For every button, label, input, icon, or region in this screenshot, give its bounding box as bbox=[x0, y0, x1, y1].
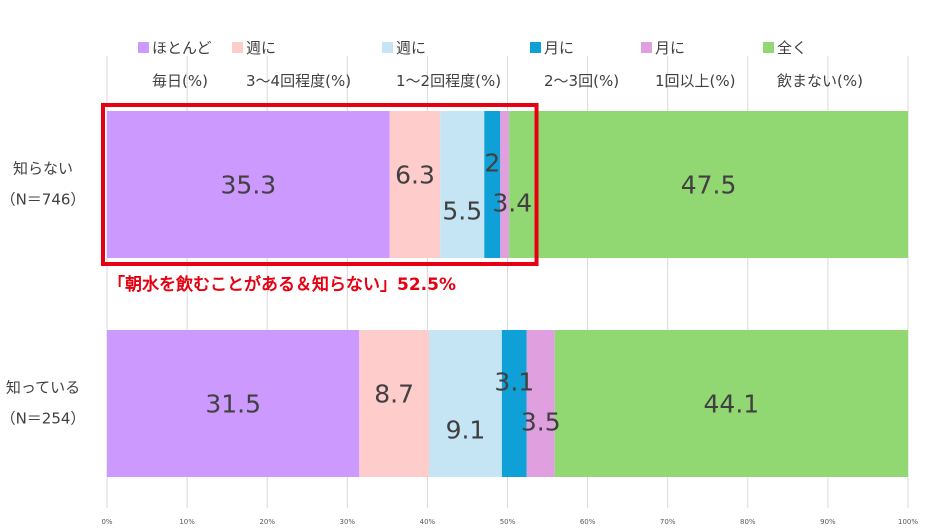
legend-label: 月に bbox=[655, 39, 685, 57]
legend-label: 1回以上(%) bbox=[655, 72, 736, 90]
data-label: 44.1 bbox=[704, 390, 760, 419]
x-tick-label: 20% bbox=[259, 518, 275, 526]
bar-segment bbox=[509, 111, 908, 258]
bar-segment bbox=[429, 330, 502, 477]
row-labels: 知らない （N＝746） 知っている （N＝254） bbox=[1, 160, 86, 428]
data-label: 5.5 bbox=[442, 197, 482, 226]
legend-label: ほとんど bbox=[152, 39, 212, 57]
legend-item: 月に 1回以上(%) bbox=[641, 39, 736, 90]
data-label: 31.5 bbox=[205, 390, 261, 419]
highlight-box bbox=[101, 103, 539, 266]
data-label: 9.1 bbox=[446, 416, 486, 445]
legend-swatch bbox=[138, 42, 149, 53]
bar-segment bbox=[500, 111, 510, 258]
row-label-n: （N＝254） bbox=[1, 410, 86, 428]
legend-label: 月に bbox=[544, 39, 574, 57]
data-label: 3.1 bbox=[494, 368, 534, 397]
data-label: 47.5 bbox=[681, 171, 737, 200]
legend-swatch bbox=[382, 42, 393, 53]
bar-segment bbox=[359, 330, 430, 477]
bar-segment bbox=[107, 330, 360, 477]
bars bbox=[107, 111, 908, 477]
data-labels: 35.3 6.35.52 3.4 47.5 31.5 8.7 9.1 3.1 3.5 44.1 bbox=[205, 149, 759, 445]
legend-label: 全く bbox=[777, 39, 807, 57]
legend-label: 3〜4回程度(%) bbox=[246, 72, 351, 90]
legend-label: 1〜2回程度(%) bbox=[396, 72, 501, 90]
x-tick-label: 90% bbox=[820, 518, 836, 526]
x-tick-label: 100% bbox=[898, 518, 918, 526]
row-label: 知っている bbox=[6, 379, 80, 397]
legend-label: 週に bbox=[396, 39, 426, 57]
x-tick-label: 0% bbox=[101, 518, 112, 526]
data-label: 2 bbox=[484, 149, 500, 178]
x-tick-label: 60% bbox=[580, 518, 596, 526]
bar-segment bbox=[484, 111, 501, 258]
bar-segment bbox=[440, 111, 485, 258]
data-label: 3.4 bbox=[492, 189, 532, 218]
data-label: 6.3 bbox=[395, 161, 435, 190]
legend-label: 飲まない(%) bbox=[777, 72, 863, 90]
x-tick-label: 40% bbox=[420, 518, 436, 526]
x-axis-ticks: 0% 10% 20% 30% 40% 50% 60% 70% 80% 90% 100% bbox=[101, 518, 918, 526]
legend-swatch bbox=[641, 42, 652, 53]
legend-item: 週に 1〜2回程度(%) bbox=[382, 39, 501, 90]
row-label-n: （N＝746） bbox=[1, 191, 86, 209]
legend-label: 2〜3回(%) bbox=[544, 72, 619, 90]
x-tick-label: 80% bbox=[740, 518, 756, 526]
bar-segment bbox=[554, 330, 908, 477]
legend-label: 週に bbox=[246, 39, 276, 57]
legend-swatch bbox=[763, 42, 774, 53]
bar-segment bbox=[389, 111, 441, 258]
x-tick-label: 50% bbox=[500, 518, 516, 526]
data-label: 8.7 bbox=[374, 380, 414, 409]
x-tick-label: 70% bbox=[660, 518, 676, 526]
highlight-group: 「朝水を飲むことがある＆知らない」52.5% bbox=[101, 103, 539, 295]
x-tick-label: 10% bbox=[179, 518, 195, 526]
annotation-text: 「朝水を飲むことがある＆知らない」52.5% bbox=[108, 274, 456, 295]
bar-segment bbox=[501, 330, 527, 477]
legend-swatch bbox=[530, 42, 541, 53]
bar-segment bbox=[107, 111, 390, 258]
row-label: 知らない bbox=[13, 160, 73, 178]
legend-item: 月に 2〜3回(%) bbox=[530, 39, 619, 90]
legend-swatch bbox=[232, 42, 243, 53]
legend-label: 毎日(%) bbox=[152, 72, 208, 90]
data-label: 3.5 bbox=[521, 408, 561, 437]
legend-item: 週に 3〜4回程度(%) bbox=[232, 39, 351, 90]
bar-segment bbox=[526, 330, 555, 477]
x-tick-label: 30% bbox=[340, 518, 356, 526]
data-label: 35.3 bbox=[221, 171, 277, 200]
